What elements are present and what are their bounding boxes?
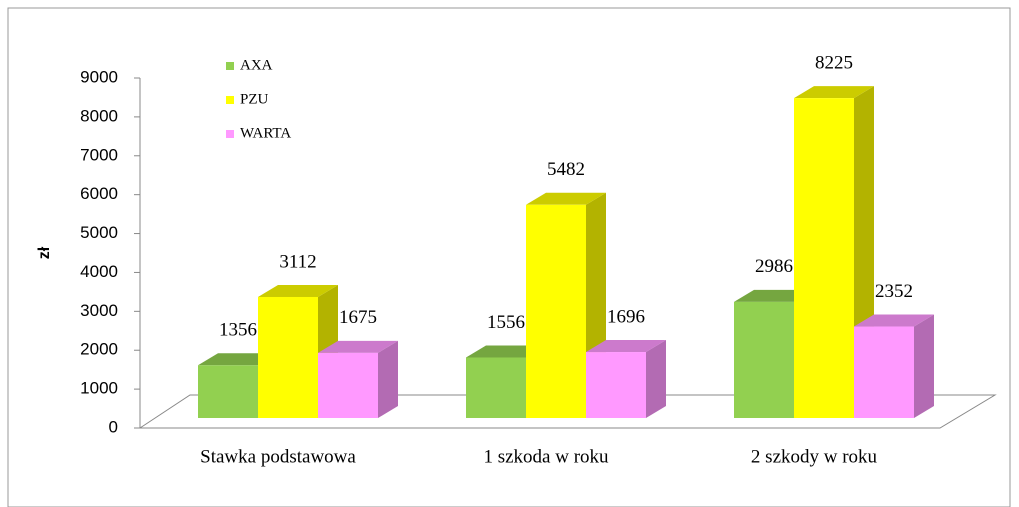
bar-front — [586, 352, 646, 418]
floor — [138, 394, 997, 429]
legend-label: AXA — [240, 57, 273, 73]
value-label: 1675 — [339, 307, 377, 328]
value-label: 3112 — [279, 251, 316, 272]
legend-label: PZU — [240, 91, 269, 107]
legend-label: WARTA — [240, 125, 291, 141]
x-tick-label: Stawka podstawowa — [200, 446, 356, 467]
bar-top — [258, 284, 338, 297]
bar-top — [586, 340, 666, 353]
bar-front — [854, 326, 914, 418]
bar-top — [794, 86, 874, 99]
y-tick-label: 8000 — [80, 106, 118, 125]
bar-side — [646, 340, 666, 418]
x-tick-label: 1 szkoda w roku — [483, 446, 609, 467]
legend-swatch — [226, 62, 234, 70]
x-tick-label: 2 szkody w roku — [751, 446, 878, 467]
y-tick-label: 3000 — [80, 301, 118, 320]
bar-front — [734, 301, 794, 418]
y-tick-label: 0 — [109, 417, 118, 436]
bar-front — [258, 296, 318, 418]
value-label: 8225 — [815, 52, 853, 73]
y-tick-label: 6000 — [80, 184, 118, 203]
bar-top — [318, 340, 398, 353]
value-label: 1356 — [219, 320, 257, 341]
bar — [318, 340, 398, 418]
y-tick-label: 7000 — [80, 145, 118, 164]
bar-front — [526, 204, 586, 418]
bar-top — [854, 314, 934, 327]
bar — [854, 314, 934, 418]
value-label: 5482 — [547, 159, 585, 180]
value-label: 1556 — [487, 312, 525, 333]
y-tick-label: 1000 — [80, 379, 118, 398]
value-label: 2986 — [755, 256, 793, 277]
y-tick-label: 5000 — [80, 223, 118, 242]
legend-swatch — [226, 130, 234, 138]
value-label: 2352 — [875, 281, 913, 302]
bar-front — [794, 98, 854, 418]
value-label: 1696 — [607, 306, 645, 327]
y-tick-label: 4000 — [80, 262, 118, 281]
y-tick-label: 2000 — [80, 340, 118, 359]
y-axis-label: zł — [36, 246, 53, 259]
bar-side — [378, 340, 398, 418]
bar-side — [914, 314, 934, 418]
bar-top — [526, 192, 606, 205]
bar-front — [318, 352, 378, 418]
legend-swatch — [226, 96, 234, 104]
bar-front — [198, 365, 258, 418]
bar — [586, 340, 666, 418]
bar-front — [466, 357, 526, 418]
y-tick-label: 9000 — [80, 67, 118, 86]
